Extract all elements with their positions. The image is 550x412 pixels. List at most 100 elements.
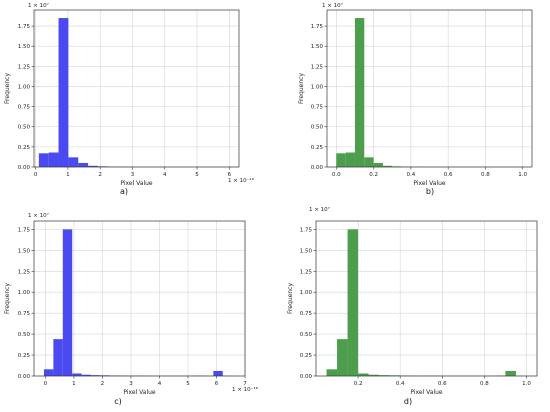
chart-c-x-tick-label: 0 bbox=[44, 381, 48, 387]
chart-d-bar bbox=[326, 369, 338, 376]
chart-c-x-axis-label: Pixel Value bbox=[123, 389, 156, 396]
chart-c-bar bbox=[53, 339, 63, 376]
chart-a: 0 1 2 3 4 5 6 0.00 0.25 0.50 0.75 1.00 1.25 1.50 1.75 P… bbox=[4, 2, 255, 196]
chart-d-y-tick-label: 1.50 bbox=[300, 248, 313, 254]
chart-b-axes-frame bbox=[326, 9, 533, 168]
chart-a-x-tick-label: 4 bbox=[163, 172, 167, 178]
chart-a-x-axis-label: Pixel Value bbox=[120, 180, 153, 187]
chart-d-bar bbox=[358, 373, 369, 376]
chart-c-y-tick-label: 1.00 bbox=[18, 290, 31, 296]
chart-c-y-tick-label: 1.75 bbox=[18, 227, 31, 233]
chart-b-x-tick-label: 1.0 bbox=[518, 172, 527, 178]
chart-a-y-tick-label: 0.00 bbox=[18, 165, 31, 171]
chart-d-y-tick-label: 0.75 bbox=[300, 311, 313, 317]
chart-d-x-tick-label: 0.4 bbox=[396, 381, 405, 387]
chart-a-x-tick-label: 1 bbox=[66, 172, 70, 178]
chart-b-bar bbox=[345, 152, 355, 167]
chart-b-x-tick-label: 0.8 bbox=[481, 172, 490, 178]
chart-c-y-tick-label: 1.25 bbox=[18, 269, 31, 275]
chart-b-y-tick-label: 0.00 bbox=[311, 165, 324, 171]
chart-d-y-tick-label: 0.00 bbox=[300, 374, 313, 380]
chart-c-axes-frame bbox=[33, 220, 246, 377]
chart-c-bar bbox=[213, 370, 223, 376]
chart-b-y-tick-label: 0.50 bbox=[311, 125, 324, 131]
chart-a-x-tick-label: 5 bbox=[195, 172, 199, 178]
chart-a-y-scale-label: 1 × 10⁷ bbox=[28, 2, 49, 9]
chart-a-x-tick-label: 3 bbox=[131, 172, 135, 178]
chart-b-y-scale-label: 1 × 10⁷ bbox=[322, 2, 343, 9]
chart-b-y-tick-label: 1.50 bbox=[311, 44, 324, 50]
chart-b-bar bbox=[382, 165, 393, 167]
chart-d-x-tick-label: 0.6 bbox=[438, 381, 447, 387]
chart-a-caption: a) bbox=[120, 187, 128, 196]
chart-a-y-tick-label: 0.50 bbox=[18, 125, 31, 131]
chart-c-bar bbox=[81, 374, 92, 376]
chart-d-x-tick-label: 0.8 bbox=[480, 381, 489, 387]
chart-b-x-tick-label: 0.2 bbox=[369, 172, 378, 178]
chart-a-x-tick-label: 2 bbox=[98, 172, 102, 178]
chart-d-bar bbox=[347, 229, 359, 376]
chart-d-y-tick-label: 1.25 bbox=[300, 269, 313, 275]
chart-b-y-tick-label: 1.25 bbox=[311, 64, 324, 70]
chart-a-bar bbox=[68, 157, 79, 167]
chart-d-y-tick-label: 0.25 bbox=[300, 353, 313, 359]
chart-b-bar bbox=[336, 153, 346, 167]
chart-c-y-axis-label: Frequency bbox=[4, 283, 11, 314]
chart-c: 0 1 2 3 4 5 6 7 0.00 0.25 0.50 0.75 1.00 1.25 1.50 1.75… bbox=[4, 212, 259, 406]
chart-c-caption: c) bbox=[114, 397, 122, 406]
chart-d-x-axis-label: Pixel Value bbox=[410, 389, 443, 396]
chart-d-y-scale-label: 1 × 10⁷ bbox=[309, 206, 330, 213]
chart-b-x-tick-label: 0.6 bbox=[444, 172, 453, 178]
chart-c-y-tick-label: 0.00 bbox=[18, 374, 31, 380]
chart-a-x-scale-label: 1 × 10⁻¹⁶ bbox=[228, 177, 255, 184]
chart-d-y-tick-label: 1.00 bbox=[300, 290, 313, 296]
chart-c-x-tick-label: 4 bbox=[158, 381, 162, 387]
chart-a-bar bbox=[48, 152, 59, 167]
chart-d-x-tick-label: 1.0 bbox=[522, 381, 531, 387]
chart-b-bar bbox=[354, 18, 365, 167]
chart-c-bar bbox=[72, 373, 82, 376]
chart-a-x-tick-label: 6 bbox=[228, 172, 232, 178]
chart-b-caption: b) bbox=[426, 187, 434, 196]
chart-d-caption: d) bbox=[404, 397, 412, 406]
chart-a-y-tick-label: 0.25 bbox=[18, 145, 31, 151]
chart-b-x-tick-label: 0.4 bbox=[406, 172, 415, 178]
chart-d: 0.2 0.4 0.6 0.8 1.0 0.00 0.25 0.50 0.75 1.00 1.25 1… bbox=[287, 206, 538, 406]
chart-c-x-tick-label: 3 bbox=[129, 381, 133, 387]
chart-a-bar bbox=[38, 153, 49, 167]
chart-d-bar bbox=[368, 374, 380, 376]
chart-d-x-tick-label: 0.2 bbox=[354, 381, 363, 387]
chart-a-y-tick-label: 1.75 bbox=[18, 24, 31, 30]
chart-d-y-tick-label: 0.50 bbox=[300, 332, 313, 338]
chart-a-y-tick-label: 1.25 bbox=[18, 64, 31, 70]
chart-c-x-tick-label: 2 bbox=[101, 381, 105, 387]
chart-c-bar bbox=[91, 375, 101, 376]
chart-a-bar bbox=[88, 165, 98, 167]
chart-b-x-tick-label: 0.0 bbox=[332, 172, 341, 178]
chart-c-y-tick-label: 0.75 bbox=[18, 311, 31, 317]
chart-a-y-tick-label: 1.50 bbox=[18, 44, 31, 50]
chart-d-y-tick-label: 1.75 bbox=[300, 227, 313, 233]
chart-d-axes-frame bbox=[315, 220, 538, 377]
chart-b-y-tick-label: 0.25 bbox=[311, 145, 324, 151]
chart-d-bar bbox=[379, 375, 390, 376]
chart-a-y-tick-label: 1.00 bbox=[18, 84, 31, 90]
chart-c-x-scale-label: 1 × 10⁻¹⁶ bbox=[232, 386, 259, 393]
chart-c-x-tick-label: 1 bbox=[72, 381, 76, 387]
chart-b-y-tick-label: 1.75 bbox=[311, 24, 324, 30]
chart-c-y-tick-label: 0.25 bbox=[18, 353, 31, 359]
chart-c-x-tick-label: 5 bbox=[186, 381, 190, 387]
chart-a-y-tick-label: 0.75 bbox=[18, 105, 31, 111]
chart-b-y-tick-label: 1.00 bbox=[311, 84, 324, 90]
chart-d-bar bbox=[337, 339, 348, 376]
chart-c-y-tick-label: 0.50 bbox=[18, 332, 31, 338]
chart-d-y-axis-label: Frequency bbox=[287, 283, 294, 314]
chart-c-x-tick-label: 7 bbox=[243, 381, 247, 387]
chart-c-y-tick-label: 1.50 bbox=[18, 248, 31, 254]
chart-b-x-axis-label: Pixel Value bbox=[413, 180, 446, 187]
chart-a-bar bbox=[78, 162, 89, 167]
chart-c-bar bbox=[43, 369, 54, 376]
chart-c-x-tick-label: 6 bbox=[215, 381, 219, 387]
chart-b-y-tick-label: 0.75 bbox=[311, 105, 324, 111]
